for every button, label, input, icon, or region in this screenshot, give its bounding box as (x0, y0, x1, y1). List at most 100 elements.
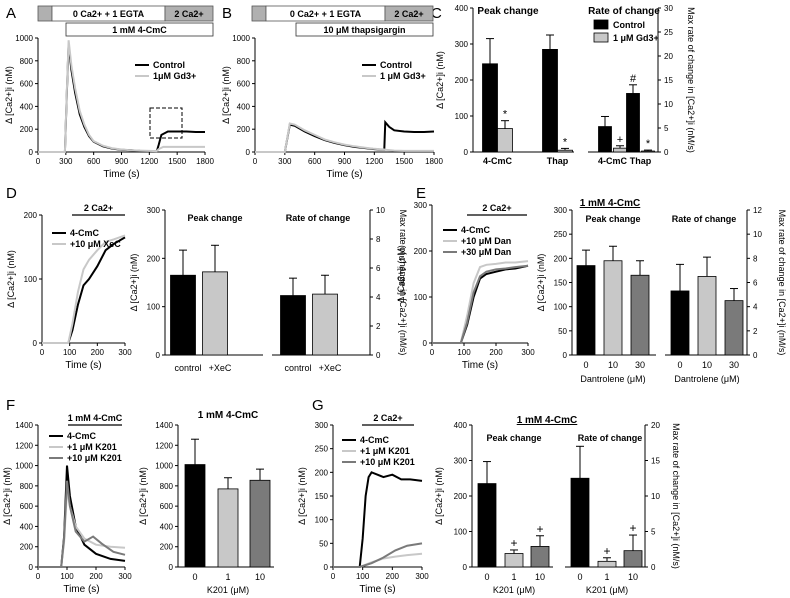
bar-rate (697, 276, 717, 356)
panel-letter: C (431, 5, 442, 22)
category-label: 0 (677, 360, 682, 370)
series-line-1 (255, 122, 434, 153)
x-tick-label: 900 (115, 157, 129, 166)
y-tick-label: 20 (664, 52, 673, 61)
y-tick-label: 100 (414, 293, 428, 302)
bar-peak (477, 483, 497, 568)
legend-swatch (593, 19, 609, 30)
x-axis-label: Dantrolene (μM) (580, 374, 645, 384)
y-tick-label: 6 (753, 279, 758, 288)
y-tick-label: 0 (169, 563, 174, 572)
y-tick-label: 0 (246, 148, 251, 157)
y-tick-label: 50 (558, 327, 567, 336)
y-tick-label: 100 (147, 303, 161, 312)
y-tick-label: 200 (454, 492, 468, 501)
y-tick-label: 5 (651, 528, 656, 537)
category-label: 30 (635, 360, 645, 370)
category-label: control (284, 363, 311, 373)
y-tick-label: 1400 (155, 421, 173, 430)
y-tick-label: 250 (554, 230, 568, 239)
series-line-2 (333, 542, 423, 568)
y-tick-label: 8 (376, 235, 381, 244)
drug-bar (295, 22, 434, 37)
drug-bar (65, 22, 214, 37)
y-tick-label: 400 (455, 4, 469, 13)
y-tick-label: 1200 (155, 441, 173, 450)
x-tick-label: 200 (489, 348, 503, 357)
bar-rate (623, 550, 643, 568)
y-tick-label: 30 (664, 4, 673, 13)
bar-peak (630, 274, 650, 356)
legend-label: 4-CmC (67, 431, 97, 441)
y-tick-label: 10 (651, 492, 660, 501)
y-tick-label: 200 (554, 254, 568, 263)
y-tick-label: 600 (160, 502, 174, 511)
category-label: 1 (604, 572, 609, 582)
x-axis-label: Time (s) (462, 360, 498, 371)
y-tick-label: 10 (376, 206, 385, 215)
protocol-label: 0 Ca2+ + 1 EGTA (290, 9, 362, 19)
y-tick-label: 300 (455, 40, 469, 49)
series-line-0 (42, 236, 126, 344)
significance-mark: + (603, 544, 610, 558)
y-tick-label: 300 (315, 421, 329, 430)
legend-label: +10 μM K201 (67, 453, 122, 463)
x-tick-label: 1500 (168, 157, 186, 166)
bar-peak (202, 271, 228, 356)
y-tick-label: 4 (753, 303, 758, 312)
y-tick-label: 200 (20, 543, 34, 552)
legend-label: 1μM Gd3+ (153, 71, 196, 81)
legend-label: +10 μM K201 (360, 457, 415, 467)
y-tick-label: 0 (324, 563, 329, 572)
legend-label: 4-CmC (360, 435, 390, 445)
stimulus-label: 2 Ca2+ (373, 413, 402, 423)
x-axis-label: Time (s) (326, 169, 362, 180)
bar-rate (626, 93, 640, 153)
series-line-0 (255, 119, 435, 153)
significance-mark: + (629, 521, 636, 535)
y-tick-label: 1000 (232, 34, 250, 43)
category-label: 4-CmC (598, 156, 628, 166)
x-tick-label: 200 (89, 572, 103, 581)
chart-B (252, 37, 435, 155)
panel-letter: A (6, 5, 16, 22)
y-tick-label: 0 (664, 148, 669, 157)
legend-label: 1 μM Gd3+ (380, 71, 426, 81)
legend-label: +10 μM Dan (461, 236, 511, 246)
y-tick-label: 0 (423, 339, 428, 348)
x-tick-label: 300 (278, 157, 292, 166)
y-tick-label: 250 (315, 445, 329, 454)
y-tick-label: 200 (24, 211, 38, 220)
x-axis-label: K201 (μM) (207, 585, 249, 595)
significance-mark: + (510, 536, 517, 550)
chart-G1 (330, 424, 423, 570)
category-label: 0 (583, 360, 588, 370)
y-tick-label: 600 (20, 502, 34, 511)
drug-label: 10 μM thapsigargin (323, 25, 405, 35)
bar (249, 479, 271, 568)
y2-axis-label: Max rate of change in [Ca2+]i (nM/s) (686, 7, 696, 153)
chart-title: 1 mM 4-CmC (517, 415, 578, 426)
y-tick-label: 400 (237, 102, 251, 111)
y-tick-label: 0 (651, 563, 656, 572)
y-tick-label: 200 (147, 254, 161, 263)
y-tick-label: 200 (20, 125, 34, 134)
category-label: 10 (255, 572, 265, 582)
y-tick-label: 300 (414, 201, 428, 210)
group-title: Peak change (187, 213, 242, 223)
stimulus-label: 2 Ca2+ (482, 203, 511, 213)
x-tick-label: 100 (63, 348, 77, 357)
y-tick-label: 12 (753, 206, 762, 215)
y-tick-label: 200 (160, 543, 174, 552)
y-axis-label: Δ [Ca2+]i (nM) (4, 66, 14, 124)
bar-rate (280, 295, 306, 356)
y-axis-label: Δ [Ca2+]i (nM) (536, 254, 546, 312)
category-label: 4-CmC (483, 156, 513, 166)
protocol-segment (384, 5, 434, 22)
y-tick-label: 1000 (15, 462, 33, 471)
y-tick-label: 1000 (155, 462, 173, 471)
x-tick-label: 300 (521, 348, 535, 357)
y-tick-label: 200 (455, 76, 469, 85)
group-title: Rate of change (588, 6, 660, 17)
y-axis-label: Δ [Ca2+]i (nM) (221, 66, 231, 124)
